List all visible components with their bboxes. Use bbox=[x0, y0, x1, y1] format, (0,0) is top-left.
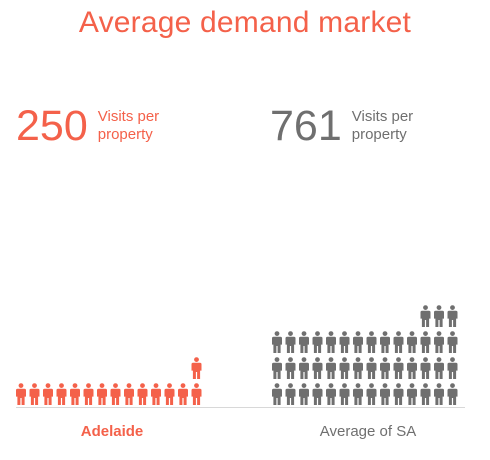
person-icon-average-of-sa-13 bbox=[447, 383, 458, 405]
person-icon-average-of-sa-23 bbox=[393, 357, 404, 379]
person-icon-average-of-sa-32 bbox=[326, 331, 336, 353]
baseline-divider bbox=[16, 407, 465, 408]
person-icon-average-of-sa-8 bbox=[380, 383, 390, 405]
person-icon-adelaide-6 bbox=[97, 383, 107, 405]
person-icon-average-of-sa-21 bbox=[366, 357, 377, 379]
person-icon-average-of-sa-15 bbox=[285, 357, 296, 379]
category-label-adelaide: Adelaide bbox=[80, 423, 144, 440]
chart-title: Average demand market bbox=[78, 6, 412, 39]
person-icon-average-of-sa-43 bbox=[434, 305, 444, 327]
person-icon-average-of-sa-39 bbox=[420, 331, 431, 353]
person-icon-average-of-sa-31 bbox=[312, 331, 323, 353]
person-icon-average-of-sa-28 bbox=[272, 331, 282, 353]
person-icon-average-of-sa-30 bbox=[299, 331, 309, 353]
category-label-sa-average: Average of SA bbox=[319, 423, 417, 440]
person-icon-average-of-sa-6 bbox=[353, 383, 363, 405]
person-icon-adelaide-11 bbox=[164, 383, 175, 405]
person-icon-adelaide-0 bbox=[16, 383, 26, 405]
stat-adelaide-unit: Visits per property bbox=[97, 108, 160, 143]
person-icon-average-of-sa-10 bbox=[407, 383, 417, 405]
person-icon-average-of-sa-2 bbox=[299, 383, 309, 405]
person-icon-average-of-sa-42 bbox=[420, 305, 431, 327]
person-icon-adelaide-4 bbox=[70, 383, 80, 405]
person-icon-average-of-sa-9 bbox=[393, 383, 404, 405]
person-icon-average-of-sa-25 bbox=[420, 357, 431, 379]
person-icon-average-of-sa-40 bbox=[434, 331, 444, 353]
person-icon-average-of-sa-11 bbox=[420, 383, 431, 405]
person-icon-average-of-sa-1 bbox=[285, 383, 296, 405]
person-icon-adelaide-3 bbox=[56, 383, 67, 405]
person-icon-average-of-sa-17 bbox=[312, 357, 323, 379]
stat-adelaide-value: 250 bbox=[16, 102, 88, 150]
person-icon-average-of-sa-26 bbox=[434, 357, 444, 379]
person-icon-adelaide-5 bbox=[83, 383, 94, 405]
stat-sa-average: 761 Visits per property bbox=[270, 104, 432, 148]
person-icon-average-of-sa-37 bbox=[393, 331, 404, 353]
person-icon-average-of-sa-12 bbox=[434, 383, 444, 405]
person-icon-average-of-sa-7 bbox=[366, 383, 377, 405]
stat-sa-value: 761 bbox=[270, 102, 342, 150]
person-icon-average-of-sa-5 bbox=[339, 383, 350, 405]
person-icon-average-of-sa-34 bbox=[353, 331, 363, 353]
person-icon-adelaide-1 bbox=[29, 383, 40, 405]
person-icon-adelaide-14 bbox=[191, 357, 202, 379]
person-icon-adelaide-8 bbox=[124, 383, 134, 405]
person-icon-average-of-sa-16 bbox=[299, 357, 309, 379]
person-icon-adelaide-9 bbox=[137, 383, 148, 405]
person-icon-adelaide-12 bbox=[178, 383, 188, 405]
person-icon-average-of-sa-27 bbox=[447, 357, 458, 379]
person-icon-average-of-sa-35 bbox=[366, 331, 377, 353]
stat-sa-unit: Visits per property bbox=[351, 108, 414, 143]
person-icon-average-of-sa-44 bbox=[447, 305, 458, 327]
person-icon-average-of-sa-4 bbox=[326, 383, 336, 405]
person-icon-average-of-sa-18 bbox=[326, 357, 336, 379]
person-icon-adelaide-2 bbox=[43, 383, 53, 405]
person-icon-adelaide-10 bbox=[151, 383, 161, 405]
person-icon-average-of-sa-29 bbox=[285, 331, 296, 353]
person-icon-average-of-sa-0 bbox=[272, 383, 282, 405]
person-icon-average-of-sa-3 bbox=[312, 383, 323, 405]
person-icon-average-of-sa-38 bbox=[407, 331, 417, 353]
person-icon-average-of-sa-33 bbox=[339, 331, 350, 353]
person-icon-average-of-sa-20 bbox=[353, 357, 363, 379]
person-icon-average-of-sa-14 bbox=[272, 357, 282, 379]
person-icon-average-of-sa-19 bbox=[339, 357, 350, 379]
stat-adelaide: 250 Visits per property bbox=[16, 104, 178, 148]
person-icon-adelaide-7 bbox=[110, 383, 121, 405]
person-icon-average-of-sa-24 bbox=[407, 357, 417, 379]
person-icon-average-of-sa-36 bbox=[380, 331, 390, 353]
person-icon-average-of-sa-22 bbox=[380, 357, 390, 379]
person-icon-adelaide-13 bbox=[191, 383, 202, 405]
person-icon-average-of-sa-41 bbox=[447, 331, 458, 353]
